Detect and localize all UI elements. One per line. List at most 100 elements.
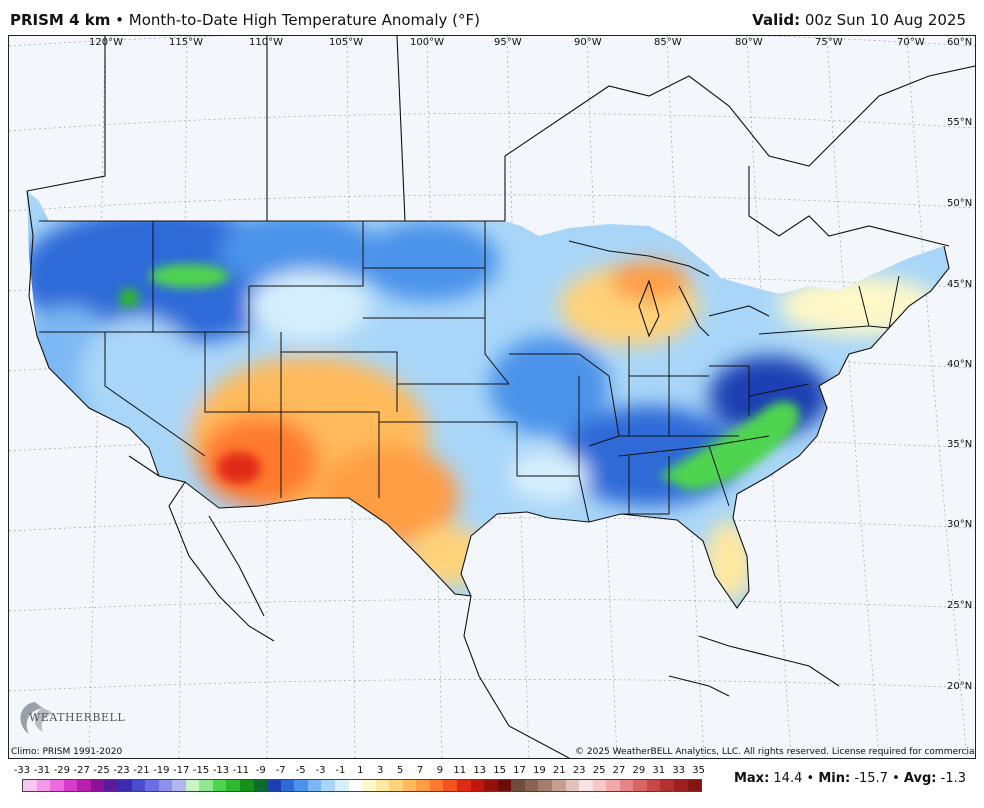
legend-swatch (429, 780, 444, 791)
climo-note: Climo: PRISM 1991-2020 (11, 747, 123, 757)
legend-tick-label: -3 (315, 765, 326, 776)
legend-swatch (551, 780, 566, 791)
legend-tick-label: -1 (335, 765, 346, 776)
legend-swatch (579, 780, 593, 791)
lat-label: 20°N (947, 681, 973, 692)
valid-time: Valid: 00z Sun 10 Aug 2025 (752, 11, 966, 29)
lon-label: 115°W (169, 37, 203, 48)
legend-swatch (334, 780, 349, 791)
legend-swatch (402, 780, 417, 791)
avg-label: Avg: (903, 771, 937, 786)
legend-swatch (497, 780, 512, 791)
lat-label: 50°N (947, 198, 973, 209)
legend-swatch (484, 780, 498, 791)
legend-tick-label: 33 (672, 765, 686, 776)
legend-swatch (457, 780, 471, 791)
legend-tick-label: 25 (592, 765, 606, 776)
legend-swatch (253, 780, 268, 791)
legend-swatch (389, 780, 403, 791)
legend-tick-label: 29 (632, 765, 646, 776)
map-canvas (9, 36, 975, 758)
legend-swatch (280, 780, 295, 791)
legend-tick-label: -13 (212, 765, 230, 776)
legend-swatch (538, 780, 552, 791)
legend-tick-label: 5 (396, 765, 404, 776)
legend-swatch (375, 780, 390, 791)
legend-tick-label: -25 (93, 765, 110, 776)
lat-label: 35°N (947, 439, 973, 450)
legend-swatch (199, 780, 213, 791)
lat-label: 55°N (947, 117, 973, 128)
product-name: PRISM 4 km (10, 11, 111, 29)
legend-swatch (23, 780, 37, 791)
lat-label: 30°N (947, 519, 973, 530)
legend-swatch (606, 780, 620, 791)
stats-sep: • (806, 771, 815, 786)
legend-swatch (633, 780, 647, 791)
lat-label: 25°N (947, 600, 973, 611)
lon-label: 75°W (815, 37, 843, 48)
legend-swatch (294, 780, 308, 791)
min-value: -15.7 (854, 771, 888, 786)
map-title: PRISM 4 km • Month-to-Date High Temperat… (10, 11, 480, 29)
legend-swatch (348, 780, 363, 791)
copyright-note: © 2025 WeatherBELL Analytics, LLC. All r… (575, 747, 976, 757)
legend-tick-label: 31 (652, 765, 666, 776)
legend-tick-label: -19 (153, 765, 170, 776)
legend-tick-label: -31 (33, 765, 51, 776)
legend-tick-label: 27 (612, 765, 626, 776)
legend-tick-label: 3 (377, 765, 384, 776)
map-subtitle: Month-to-Date High Temperature Anomaly (… (128, 11, 480, 29)
legend-swatch (307, 780, 322, 791)
legend-swatch (321, 780, 335, 791)
legend-swatch (511, 780, 525, 791)
legend-tick-label: -33 (13, 765, 31, 776)
lon-label: 120°W (89, 37, 123, 48)
legend-swatch (267, 780, 281, 791)
lon-label: 70°W (897, 37, 925, 48)
legend-swatch (50, 780, 64, 791)
legend-tick-label: -21 (133, 765, 150, 776)
legend-swatch (619, 780, 634, 791)
lon-label: 105°W (329, 37, 363, 48)
legend-tick-label: 11 (453, 765, 467, 776)
legend-color-bar (22, 779, 702, 792)
swirl-logo-icon (20, 702, 55, 734)
title-bullet: • (115, 11, 124, 29)
legend-swatch (104, 780, 118, 791)
legend-tick-label: 9 (436, 765, 444, 776)
legend-swatch (470, 780, 485, 791)
legend-swatch (145, 780, 159, 791)
state-borders (39, 220, 900, 523)
legend-swatch (443, 780, 457, 791)
lon-label: 80°W (735, 37, 763, 48)
legend-swatch (63, 780, 78, 791)
lat-label: 40°N (947, 359, 973, 370)
legend-swatch (158, 780, 173, 791)
valid-label: Valid: (752, 11, 801, 29)
legend-swatch (131, 780, 146, 791)
legend-swatch (592, 780, 607, 791)
legend-swatch (565, 780, 580, 791)
max-label: Max: (733, 771, 770, 786)
legend-tick-label: -23 (113, 765, 130, 776)
lon-label: 110°W (249, 37, 283, 48)
legend-swatch (524, 780, 539, 791)
legend-tick-label: 7 (416, 765, 424, 776)
lat-label: 60°N (947, 37, 973, 48)
lon-label: 95°W (494, 37, 522, 48)
legend-tick-label: -27 (73, 765, 90, 776)
legend-tick-label: -5 (295, 765, 306, 776)
lat-label: 45°N (947, 279, 973, 290)
legend-swatch (660, 780, 674, 791)
lon-label: 90°W (574, 37, 602, 48)
header: PRISM 4 km • Month-to-Date High Temperat… (0, 0, 984, 34)
legend-tick-label: 1 (357, 765, 364, 776)
legend-swatch (240, 780, 254, 791)
legend-tick-label: -11 (232, 765, 250, 776)
legend-swatch (416, 780, 430, 791)
legend-tick-label: -29 (53, 765, 70, 776)
legend-tick-label: -17 (173, 765, 190, 776)
legend-tick-label: 23 (572, 765, 586, 776)
anomaly-field (27, 191, 949, 608)
